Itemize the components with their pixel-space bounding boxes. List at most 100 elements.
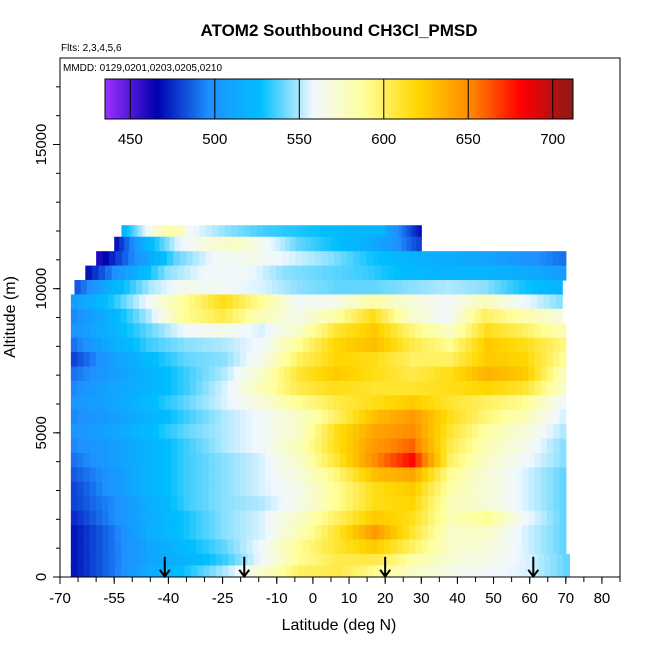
heatmap-cell (252, 438, 260, 454)
heatmap-cell (229, 236, 236, 252)
heatmap-cell (139, 352, 147, 368)
heatmap-cell (346, 539, 354, 555)
heatmap-cell (233, 481, 241, 497)
heatmap-cell (402, 453, 410, 469)
heatmap-cell (221, 510, 229, 526)
heatmap-cell (369, 294, 377, 310)
heatmap-cell (102, 424, 110, 440)
heatmap-cell (302, 352, 310, 368)
heatmap-cell (534, 539, 542, 555)
heatmap-cell (417, 553, 425, 569)
heatmap-cell (302, 337, 310, 353)
heatmap-cell (327, 366, 335, 382)
heatmap-cell (214, 409, 222, 425)
heatmap-cell (484, 496, 492, 512)
heatmap-cell (222, 280, 230, 296)
heatmap-cell (514, 251, 522, 267)
heatmap-cell (490, 337, 498, 353)
heatmap-cell (92, 280, 100, 296)
heatmap-cell (534, 380, 542, 396)
heatmap-cell (182, 294, 190, 310)
heatmap-cell (196, 525, 204, 541)
heatmap-cell (440, 409, 448, 425)
heatmap-cell (308, 251, 316, 267)
heatmap-cell (124, 265, 132, 281)
heatmap-cell (246, 323, 254, 339)
heatmap-cell (308, 539, 316, 555)
heatmap-cell (459, 467, 467, 483)
heatmap-cell (365, 424, 373, 440)
heatmap-cell (271, 352, 279, 368)
heatmap-cell (333, 539, 341, 555)
heatmap-cell (503, 424, 511, 440)
heatmap-cell (240, 510, 247, 526)
heatmap-cell (179, 251, 187, 267)
heatmap-cell (338, 308, 346, 324)
heatmap-cell (302, 525, 310, 541)
heatmap-cell (421, 453, 429, 469)
heatmap-cell (247, 280, 255, 296)
heatmap-cell (367, 565, 375, 577)
heatmap-cell (377, 380, 385, 396)
heatmap-cell (346, 525, 354, 541)
heatmap-cell (540, 453, 548, 469)
heatmap-cell (157, 265, 165, 281)
heatmap-cell (114, 294, 122, 310)
heatmap-cell (528, 481, 536, 497)
heatmap-cell (524, 308, 532, 324)
heatmap-cell (77, 294, 84, 310)
heatmap-cell (359, 225, 367, 241)
heatmap-cell (521, 539, 529, 555)
heatmap-cell (109, 251, 117, 267)
heatmap-cell (540, 438, 548, 454)
heatmap-cell (227, 481, 235, 497)
heatmap-cell (315, 409, 323, 425)
heatmap-cell (126, 225, 130, 241)
heatmap-cell (146, 467, 153, 483)
heatmap-cell (340, 380, 348, 396)
heatmap-cell (327, 225, 335, 241)
heatmap-cell (183, 352, 191, 368)
heatmap-cell (371, 496, 379, 512)
heatmap-cell (521, 395, 529, 411)
heatmap-cell (525, 553, 533, 569)
heatmap-cell (152, 453, 160, 469)
heatmap-cell (89, 481, 97, 497)
heatmap-cell (202, 409, 210, 425)
heatmap-cell (171, 366, 178, 382)
heatmap-cell (128, 251, 136, 267)
heatmap-cell (496, 539, 504, 555)
heatmap-cell (385, 225, 389, 241)
y-tick-label: 10000 (33, 268, 50, 310)
heatmap-cell (191, 280, 199, 296)
heatmap-cell (402, 467, 410, 483)
heatmap-cell (240, 236, 246, 252)
heatmap-cell (208, 525, 216, 541)
heatmap-cell (346, 366, 354, 382)
heatmap-cell (465, 380, 473, 396)
heatmap-cell (232, 294, 240, 310)
heatmap-cell (515, 467, 523, 483)
heatmap-cell (465, 467, 473, 483)
heatmap-cell (233, 453, 241, 469)
heatmap-cell (177, 380, 185, 396)
heatmap-cell (204, 236, 211, 252)
heatmap-cell (70, 553, 78, 569)
heatmap-cell (359, 366, 366, 382)
heatmap-cell (221, 481, 229, 497)
heatmap-cell (300, 294, 308, 310)
heatmap-cell (199, 225, 207, 241)
heatmap-cell (521, 380, 529, 396)
heatmap-cell (528, 453, 536, 469)
heatmap-cell (296, 525, 304, 541)
heatmap-cell (475, 251, 483, 267)
heatmap-cell (359, 323, 366, 339)
heatmap-cell (416, 236, 422, 252)
heatmap-cell (189, 409, 197, 425)
heatmap-cell (139, 453, 147, 469)
heatmap-cell (393, 225, 397, 241)
heatmap-cell (131, 225, 136, 241)
heatmap-cell (120, 467, 128, 483)
heatmap-cell (133, 308, 140, 324)
heatmap-cell (402, 409, 410, 425)
